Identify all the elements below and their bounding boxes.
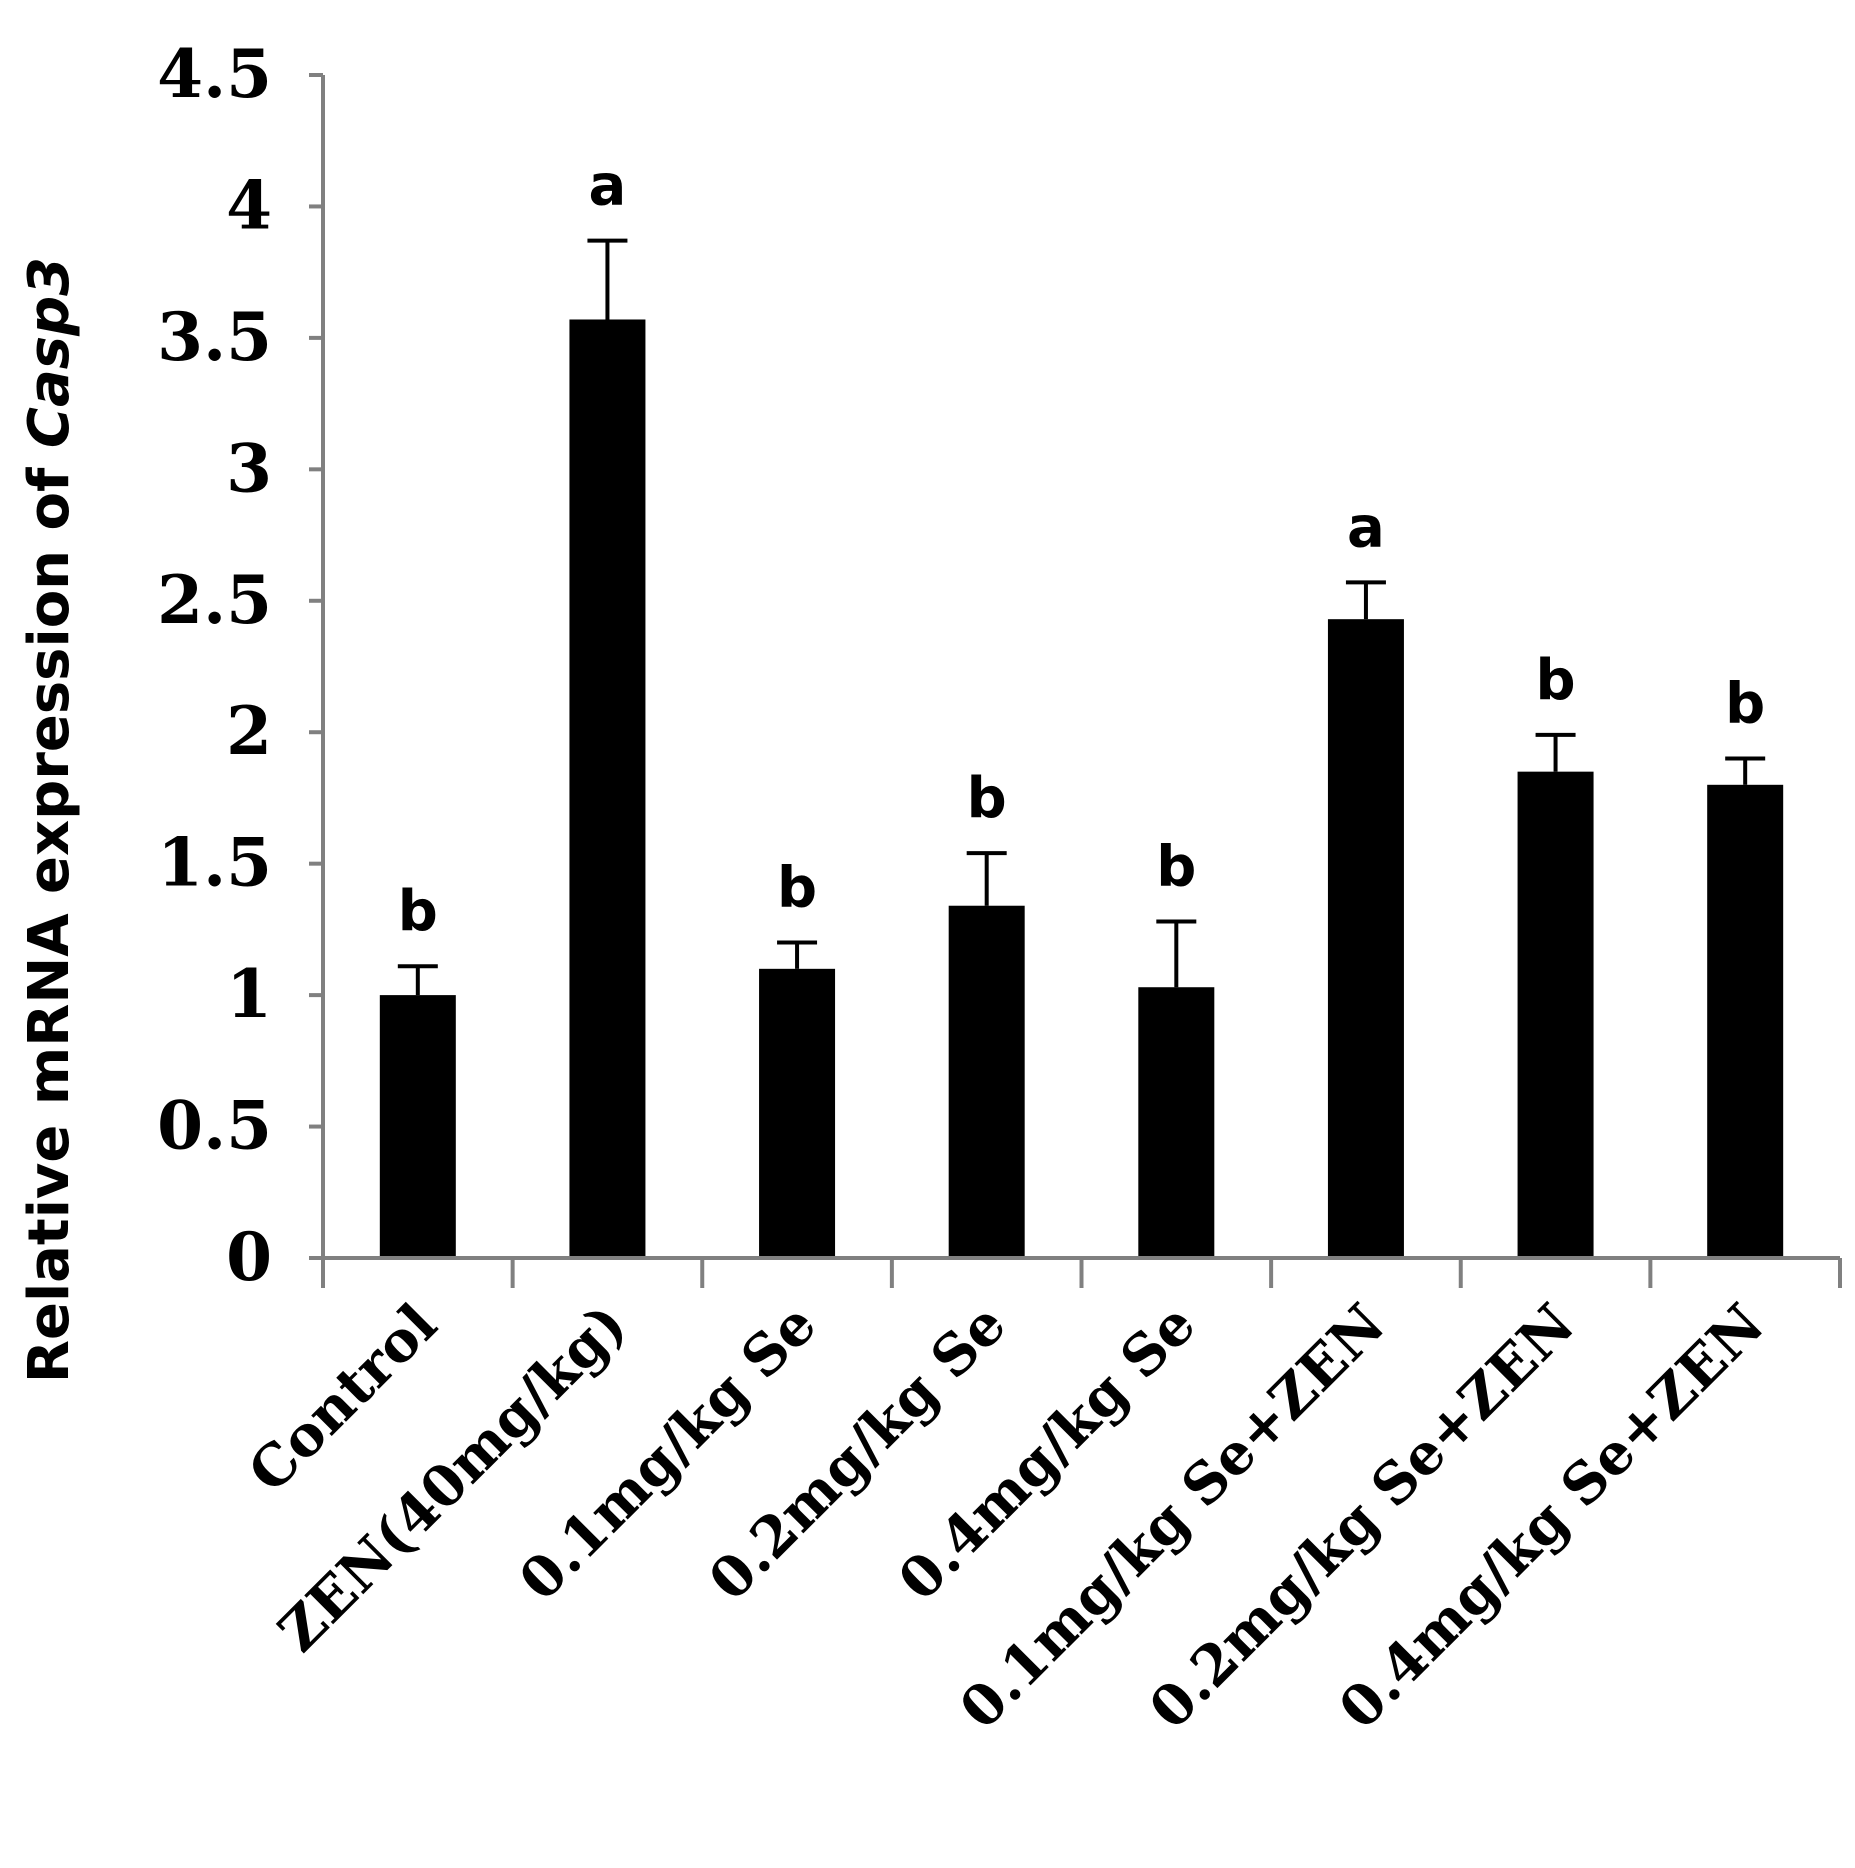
significance-letter: b	[1156, 835, 1196, 900]
y-axis-label-gene: Casp3	[17, 257, 82, 448]
significance-letters: b a b b b a b b	[398, 154, 1765, 945]
significance-letter: a	[1347, 495, 1385, 560]
y-axis-label: Relative mRNA expression of Casp3	[17, 257, 82, 1383]
y-tick-label: 3.5	[157, 298, 272, 376]
y-axis-ticks: 0 0.5 1 1.5 2 2.5 3 3.5 4 4.5	[157, 35, 272, 1296]
error-bars	[397, 238, 1766, 996]
y-tick-label: 2	[226, 692, 272, 770]
bar	[569, 319, 646, 1258]
x-tick-label: ZEN(40mg/kg)	[266, 1291, 640, 1665]
significance-letter: b	[967, 766, 1007, 831]
y-tick-label: 1.5	[157, 824, 272, 902]
significance-letter: b	[398, 879, 438, 944]
bars	[379, 319, 1784, 1258]
y-tick-label: 0.5	[157, 1087, 272, 1165]
y-tick-label: 4.5	[157, 35, 272, 113]
bar	[379, 995, 456, 1258]
bar	[948, 905, 1025, 1258]
y-tick-label: 1	[226, 955, 272, 1033]
bar	[1517, 771, 1594, 1258]
y-tick-label: 0	[226, 1218, 272, 1296]
y-tick-label: 4	[226, 166, 272, 244]
bar	[759, 968, 836, 1258]
axes	[309, 73, 1842, 1288]
y-tick-label: 2.5	[157, 561, 272, 639]
significance-letter: b	[1725, 672, 1765, 737]
significance-letter: b	[777, 856, 817, 921]
bar	[1138, 987, 1215, 1258]
y-axis-label-prefix: Relative mRNA expression of	[17, 448, 82, 1383]
significance-letter: b	[1536, 648, 1576, 713]
bar	[1707, 784, 1784, 1258]
y-tick-label: 3	[226, 429, 272, 507]
bar	[1327, 619, 1404, 1258]
significance-letter: a	[589, 154, 627, 219]
